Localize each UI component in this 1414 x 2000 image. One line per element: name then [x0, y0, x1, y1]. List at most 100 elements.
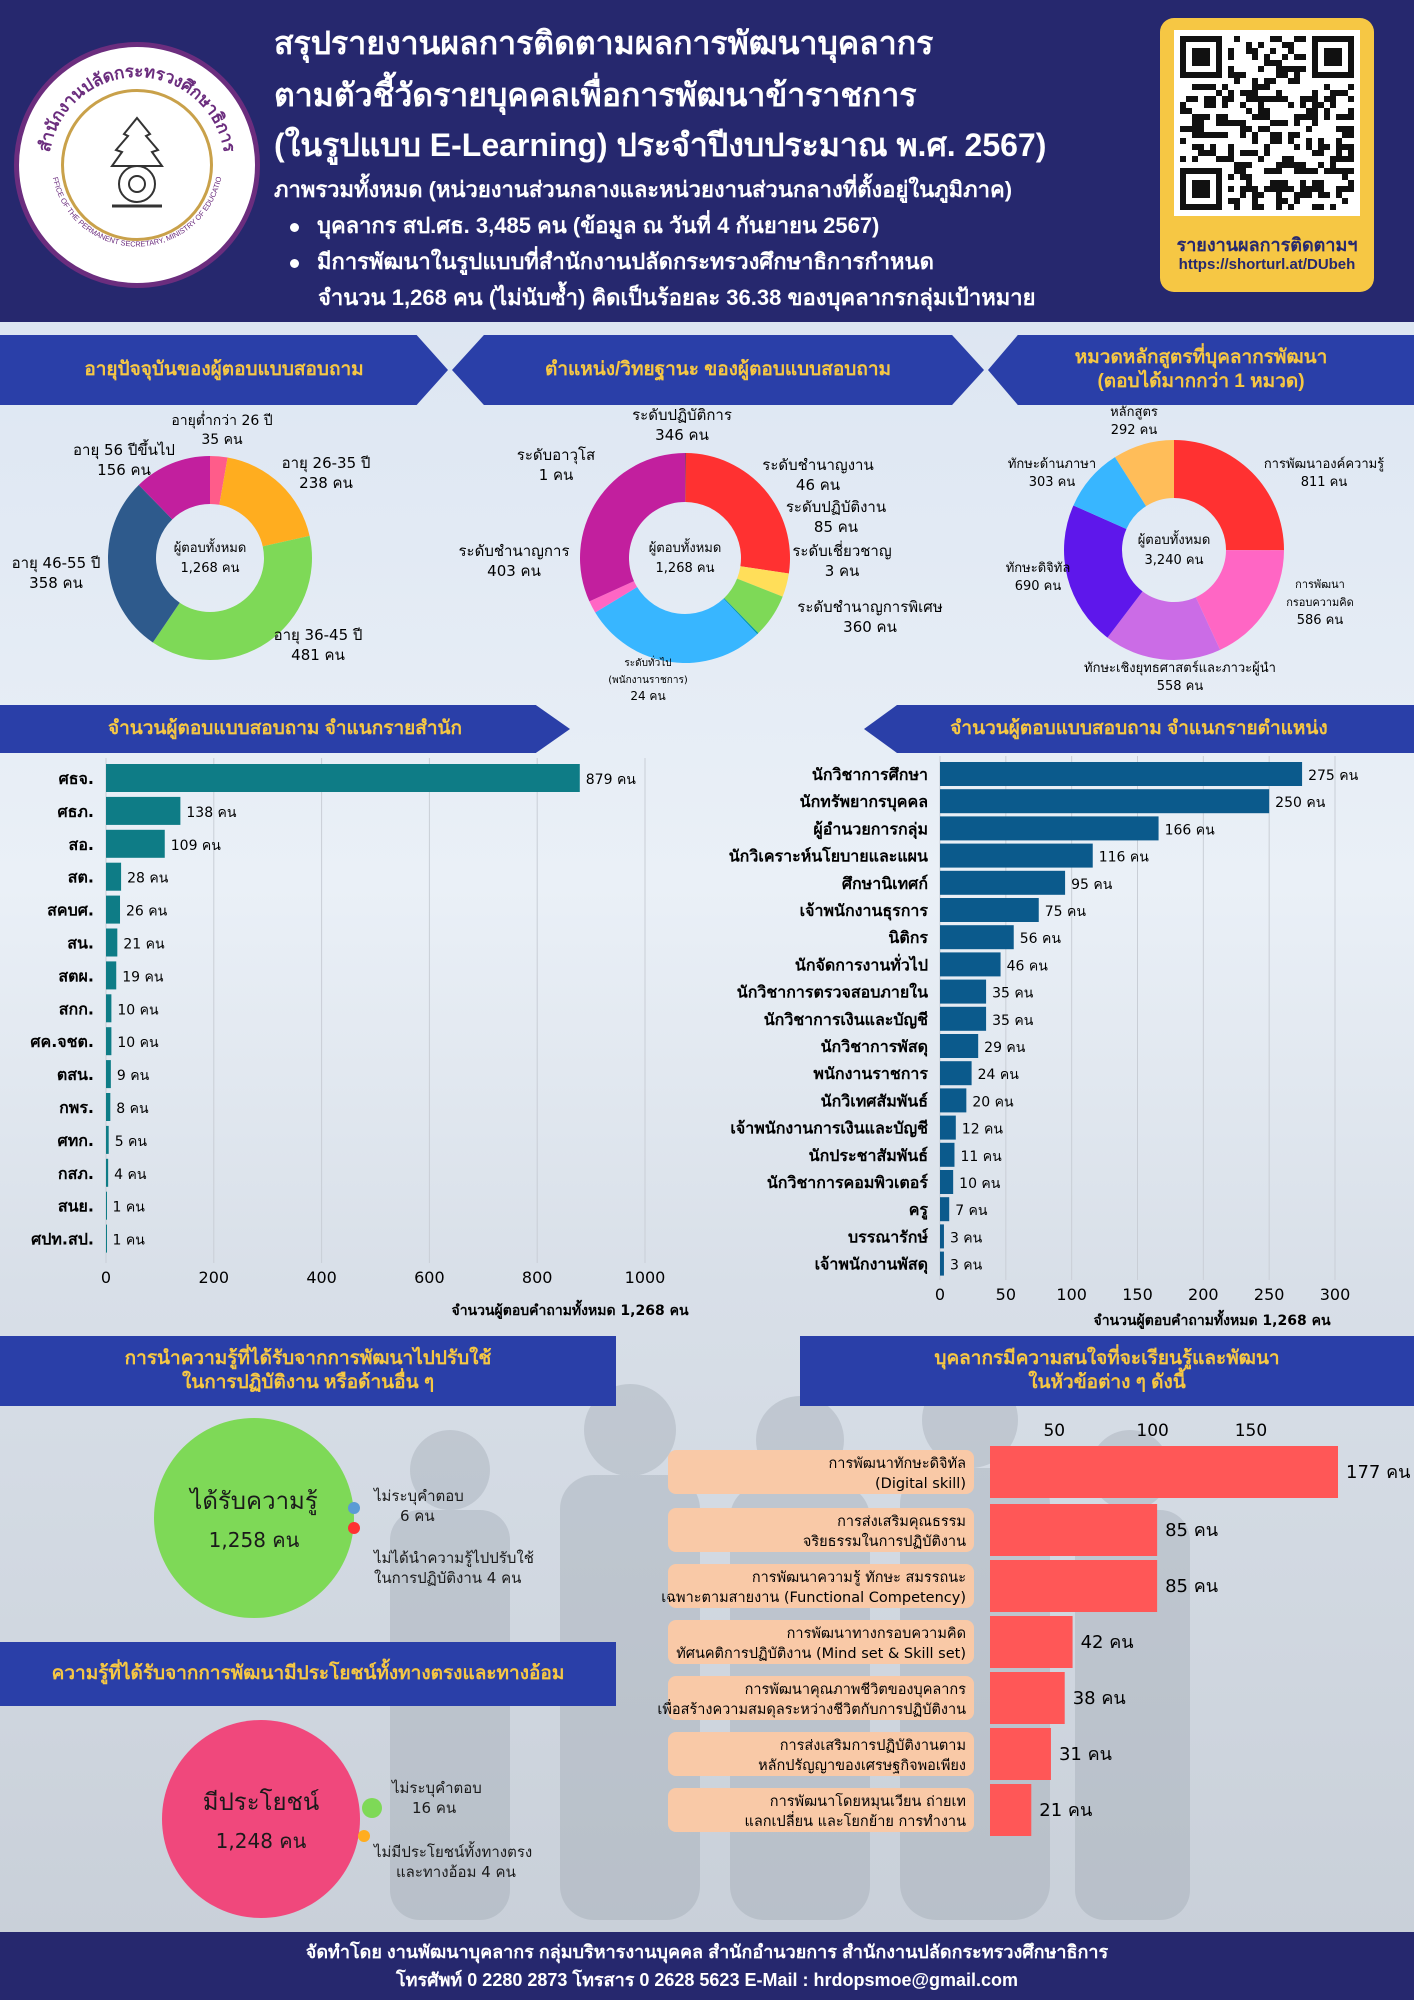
qr-url-link[interactable]: https://shorturl.at/DUbeh — [1178, 256, 1356, 273]
banner-course-line2: (ตอบได้มากกว่า 1 หมวด) — [1097, 371, 1305, 392]
by_office-category-label: ศค.จชต. — [30, 1032, 94, 1051]
footer-contact[interactable]: โทรศัพท์ 0 2280 2873 โทรสาร 0 2628 5623 … — [395, 1970, 1019, 1990]
apply-note-no-answer: ไม่ระบุคำตอบ 6 คน — [374, 1486, 464, 1526]
by_position-bar — [940, 1224, 944, 1249]
apply-note2-line1: ไม่ได้นำความรู้ไปปรับใช้ — [374, 1549, 534, 1567]
age-slice-value: 156 คน — [97, 461, 151, 479]
by_office-bar — [106, 895, 121, 924]
summary-bullet-staff-text: บุคลากร สป.ศธ. 3,485 คน (ข้อมูล ณ วันที่… — [317, 213, 880, 238]
by_office-category-label: ตสน. — [57, 1065, 94, 1084]
course-slice — [1063, 505, 1143, 638]
by_position-bar — [940, 816, 1159, 841]
by_position-category-label: นักวิเทศสัมพันธ์ — [821, 1091, 928, 1110]
qr-code-icon[interactable] — [1174, 30, 1360, 216]
course-center-label: ผู้ตอบทั้งหมด — [1138, 530, 1211, 548]
by_position-bar — [940, 898, 1039, 922]
course-slice-label: การพัฒนา — [1295, 578, 1345, 591]
apply-no-answer-dot — [348, 1502, 360, 1514]
position-slice-value: 46 คน — [796, 476, 840, 494]
age-slice — [108, 484, 180, 643]
age-slice — [138, 456, 210, 520]
by_office-value-label: 10 คน — [117, 1002, 159, 1018]
course-slice-value: 811 คน — [1301, 475, 1348, 490]
by_office-category-label: กพร. — [59, 1098, 94, 1117]
course-slice — [1114, 440, 1174, 507]
course-slice-label: การพัฒนาองค์ความรู้ — [1264, 456, 1384, 472]
ministry-seal-logo: สำนักงานปลัดกระทรวงศึกษาธิการ OFFICE OF … — [14, 42, 260, 288]
course-slice-value: 558 คน — [1157, 679, 1204, 694]
by_office-bar — [106, 862, 122, 891]
by_office-category-label: สต. — [68, 868, 94, 887]
by_office-tick-label: 400 — [306, 1268, 337, 1287]
apply-not-used-dot — [348, 1522, 360, 1534]
by_office-value-label: 10 คน — [117, 1035, 159, 1051]
by_position-category-label: นักประชาสัมพันธ์ — [809, 1146, 928, 1165]
interest-category-label: การพัฒนาโดยหมุนเวียน ถ่ายเท — [770, 1792, 966, 1810]
by_office-bar — [106, 1158, 109, 1187]
age-slice-label: อายุ 46-55 ปี — [12, 554, 101, 573]
benefit-main-value: 1,248 คน — [215, 1828, 307, 1853]
position-slice-value: 360 คน — [843, 618, 897, 636]
by_office-category-label: ศทก. — [58, 1131, 94, 1150]
interest-category-label: ทัศนคติการปฏิบัติงาน (Mind set & Skill s… — [676, 1646, 966, 1662]
by_office-value-label: 879 คน — [586, 772, 637, 788]
interest-bar — [990, 1784, 1032, 1836]
position-slice — [685, 453, 790, 574]
by_position-value-label: 3 คน — [950, 1230, 983, 1246]
interest-tick-label: 50 — [1043, 1421, 1065, 1441]
seal-emblem — [61, 89, 213, 241]
by_position-value-label: 11 คน — [960, 1149, 1002, 1165]
by_position-value-label: 35 คน — [992, 986, 1034, 1002]
by_position-bar — [940, 1006, 987, 1031]
position-center-value: 1,268 คน — [656, 561, 715, 576]
by_office-bar — [106, 961, 117, 990]
position-slice-value: 403 คน — [487, 562, 541, 580]
by_position-bar — [940, 925, 1014, 950]
by_office-value-label: 21 คน — [123, 937, 165, 953]
by_office-category-label: สน. — [67, 934, 94, 953]
by_office-value-label: 109 คน — [171, 838, 222, 854]
apply-note2-line2: ในการปฏิบัติงาน 4 คน — [374, 1569, 522, 1587]
by_office-value-label: 19 คน — [122, 969, 164, 985]
age-center-value: 1,268 คน — [181, 561, 240, 576]
bullet-dot-icon — [290, 258, 299, 268]
age-center-label: ผู้ตอบทั้งหมด — [174, 538, 247, 556]
by_office-value-label: 138 คน — [186, 805, 237, 821]
position-slice-value: 3 คน — [825, 562, 860, 580]
by_position-value-label: 56 คน — [1020, 931, 1062, 947]
banner-interest-line1: บุคลากรมีความสนใจที่จะเรียนรู้และพัฒนา — [934, 1348, 1280, 1370]
by_position-bar — [940, 789, 1270, 814]
interest-category-label: เพื่อสร้างความสมดุลระหว่างชีวิตกับการปฏิ… — [657, 1699, 966, 1718]
by_position-tick-label: 200 — [1188, 1285, 1219, 1304]
position-slice — [723, 598, 759, 635]
by_position-bar — [940, 1034, 979, 1058]
interest-bar — [990, 1672, 1065, 1724]
course-slice — [1195, 550, 1284, 650]
interest-bar — [990, 1504, 1158, 1556]
by_office-bar — [106, 796, 181, 825]
apply-note-not-used: ไม่ได้นำความรู้ไปปรับใช้ ในการปฏิบัติงาน… — [374, 1548, 534, 1588]
by_office-tick-label: 200 — [199, 1268, 230, 1287]
interest-category-label: จริยธรรมในการปฏิบัติงาน — [803, 1532, 966, 1550]
position-slice-label: (พนักงานราชการ) — [608, 675, 688, 686]
by_office-category-label: สนย. — [58, 1197, 94, 1216]
course-slice-value: 586 คน — [1297, 613, 1344, 628]
banner-benefit: ความรู้ที่ได้รับจากการพัฒนามีประโยชน์ทั้… — [0, 1642, 616, 1706]
summary-bullet-developed-text: มีการพัฒนาในรูปแบบที่สำนักงานปลัดกระทรวง… — [317, 249, 934, 274]
by_office-category-label: ศธภ. — [57, 802, 94, 821]
page-title-line2: ตามตัวชี้วัดรายบุคคลเพื่อการพัฒนาข้าราชก… — [274, 77, 917, 113]
by_position-bar — [940, 762, 1303, 786]
by_position-bar — [940, 870, 1066, 895]
interest-value-label: 31 คน — [1059, 1744, 1112, 1765]
position-slice-label: ระดับปฏิบัติการ — [632, 406, 732, 424]
qr-card[interactable]: รายงานผลการติดตามฯ https://shorturl.at/D… — [1160, 18, 1374, 292]
course-slice-label: กรอบความคิด — [1286, 596, 1354, 609]
interest-value-label: 42 คน — [1081, 1632, 1134, 1653]
interest-category-label: แลกเปลี่ยน และโยกย้าย การทำงาน — [745, 1811, 967, 1830]
by-office-xlabel: จำนวนผู้ตอบคำถามทั้งหมด 1,268 คน — [451, 1299, 688, 1319]
interest-tick-label: 100 — [1136, 1421, 1168, 1441]
interest-label-pill — [668, 1508, 974, 1552]
banner-by-office: จำนวนผู้ตอบแบบสอบถาม จำแนกรายสำนัก — [0, 705, 570, 753]
age-slice — [210, 456, 228, 505]
by_position-bar — [940, 952, 1001, 977]
